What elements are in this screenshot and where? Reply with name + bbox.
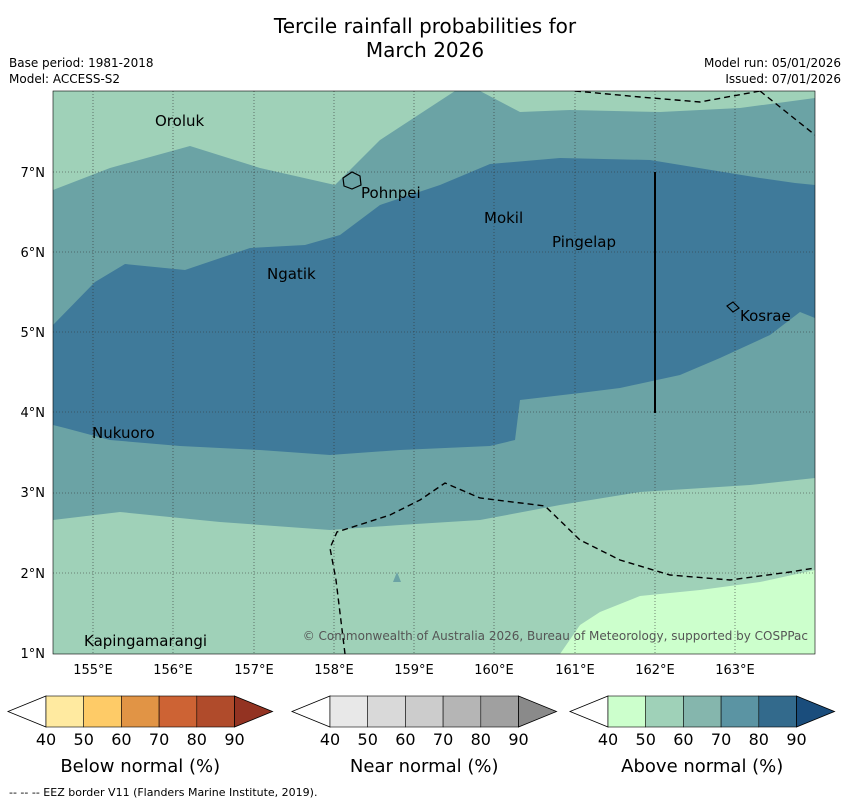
colorbar-segment [405, 695, 444, 728]
lon-tick: 160°E [474, 663, 514, 678]
colorbar-tick-label: 60 [673, 730, 693, 749]
probability-field [53, 91, 815, 654]
colorbar-over-triangle [796, 695, 836, 728]
colorbar-tick-label: 60 [395, 730, 415, 749]
colorbar-under-triangle [290, 695, 331, 728]
colorbar-tick-label: 80 [187, 730, 207, 749]
colorbar-segment [683, 695, 722, 728]
colorbar-tick-label: 70 [149, 730, 169, 749]
lat-tick: 5°N [21, 326, 46, 341]
lon-tick: 161°E [555, 663, 595, 678]
band-40-50 [560, 570, 815, 654]
colorbar-under-triangle [6, 695, 47, 728]
place-pingelap: Pingelap [552, 233, 616, 251]
lat-tick-labels: 1°N 2°N 3°N 4°N 5°N 6°N 7°N [21, 166, 46, 662]
colorbar-segment [83, 695, 122, 728]
eez-border [329, 91, 815, 654]
colorbar-segment [720, 695, 760, 728]
lon-tick: 157°E [234, 663, 274, 678]
colorbar-segment [607, 695, 647, 728]
lon-tick: 162°E [635, 663, 675, 678]
issued-date: Issued: 07/01/2026 [725, 72, 841, 86]
lon-tick: 158°E [314, 663, 354, 678]
colorbar-segment [45, 695, 85, 728]
place-kapingamarangi: Kapingamarangi [84, 632, 207, 650]
colorbar-tick-label: 90 [508, 730, 528, 749]
colorbar-tick-label: 50 [636, 730, 656, 749]
colorbar-tick-label: 70 [433, 730, 453, 749]
band-70-80 [53, 158, 815, 455]
band-50-60-north [480, 91, 815, 112]
colorbar-tick-label: 60 [111, 730, 131, 749]
colorbar-tick-label: 50 [358, 730, 378, 749]
lat-tick: 2°N [21, 567, 46, 582]
colorbar-near-normal: 40 50 60 70 80 90 Near normal (%) [290, 695, 558, 777]
place-labels: Oroluk Pohnpei Mokil Pingelap Ngatik Kos… [84, 112, 791, 650]
pohnpei-island-icon [342, 171, 362, 190]
colorbar-tick-label: 70 [711, 730, 731, 749]
colorbar-segment [645, 695, 684, 728]
colorbar-segment [158, 695, 198, 728]
colorbar-tick-label: 80 [749, 730, 769, 749]
place-kosrae: Kosrae [740, 307, 791, 325]
colorbar-segment [196, 695, 235, 728]
colorbar-tick-label: 90 [224, 730, 244, 749]
colorbar-tick-label: 90 [786, 730, 806, 749]
colorbar-tick-label: 40 [36, 730, 56, 749]
colorbar-segment [442, 695, 482, 728]
lon-tick: 163°E [715, 663, 755, 678]
colorbar-over-triangle [518, 695, 558, 728]
map-title: Tercile rainfall probabilities for March… [0, 14, 850, 62]
colorbar-title: Above normal (%) [621, 756, 783, 777]
eez-footnote: -- -- -- EEZ border V11 (Flanders Marine… [9, 786, 318, 799]
lon-tick: 155°E [73, 663, 113, 678]
colorbar-segment [758, 695, 797, 728]
lat-tick: 6°N [21, 246, 46, 261]
map-frame [52, 90, 816, 655]
place-mokil: Mokil [484, 209, 523, 227]
lon-tick-labels: 155°E 156°E 157°E 158°E 159°E 160°E 161°… [73, 663, 755, 678]
title-line-2: March 2026 [365, 38, 485, 62]
colorbar-segment [121, 695, 160, 728]
colorbar-segment [329, 695, 369, 728]
lat-tick: 1°N [21, 647, 46, 662]
lon-tick: 156°E [153, 663, 193, 678]
colorbar-under-triangle [568, 695, 609, 728]
colorbar-tick-label: 40 [598, 730, 618, 749]
colorbar-tick-label: 80 [471, 730, 491, 749]
base-period: Base period: 1981-2018 [9, 56, 154, 70]
colorbar-tick-label: 50 [74, 730, 94, 749]
meta-left: Base period: 1981-2018 Model: ACCESS-S2 [9, 55, 154, 87]
lat-tick: 4°N [21, 406, 46, 421]
colorbar-title: Near normal (%) [350, 756, 499, 777]
colorbar-over-triangle [234, 695, 274, 728]
place-ngatik: Ngatik [267, 265, 316, 283]
islands [342, 171, 740, 313]
feature-mark-1 [588, 258, 598, 265]
meta-right: Model run: 05/01/2026 Issued: 07/01/2026 [704, 55, 841, 87]
kosrae-island-icon [726, 301, 740, 313]
place-nukuoro: Nukuoro [92, 424, 155, 442]
place-oroluk: Oroluk [155, 112, 204, 130]
colorbar-segment [367, 695, 406, 728]
colorbar-tick-label: 40 [320, 730, 340, 749]
model-run: Model run: 05/01/2026 [703, 56, 841, 70]
model-name: Model: ACCESS-S2 [9, 72, 121, 86]
copyright-text: © Commonwealth of Australia 2026, Bureau… [303, 629, 808, 643]
title-line-1: Tercile rainfall probabilities for [273, 14, 577, 38]
place-pohnpei: Pohnpei [361, 184, 421, 202]
lat-tick: 7°N [21, 166, 46, 181]
feature-mark-2 [393, 572, 401, 582]
colorbar-title: Below normal (%) [60, 756, 220, 777]
colorbar-segment [480, 695, 519, 728]
lon-tick: 159°E [394, 663, 434, 678]
lat-tick: 3°N [21, 486, 46, 501]
